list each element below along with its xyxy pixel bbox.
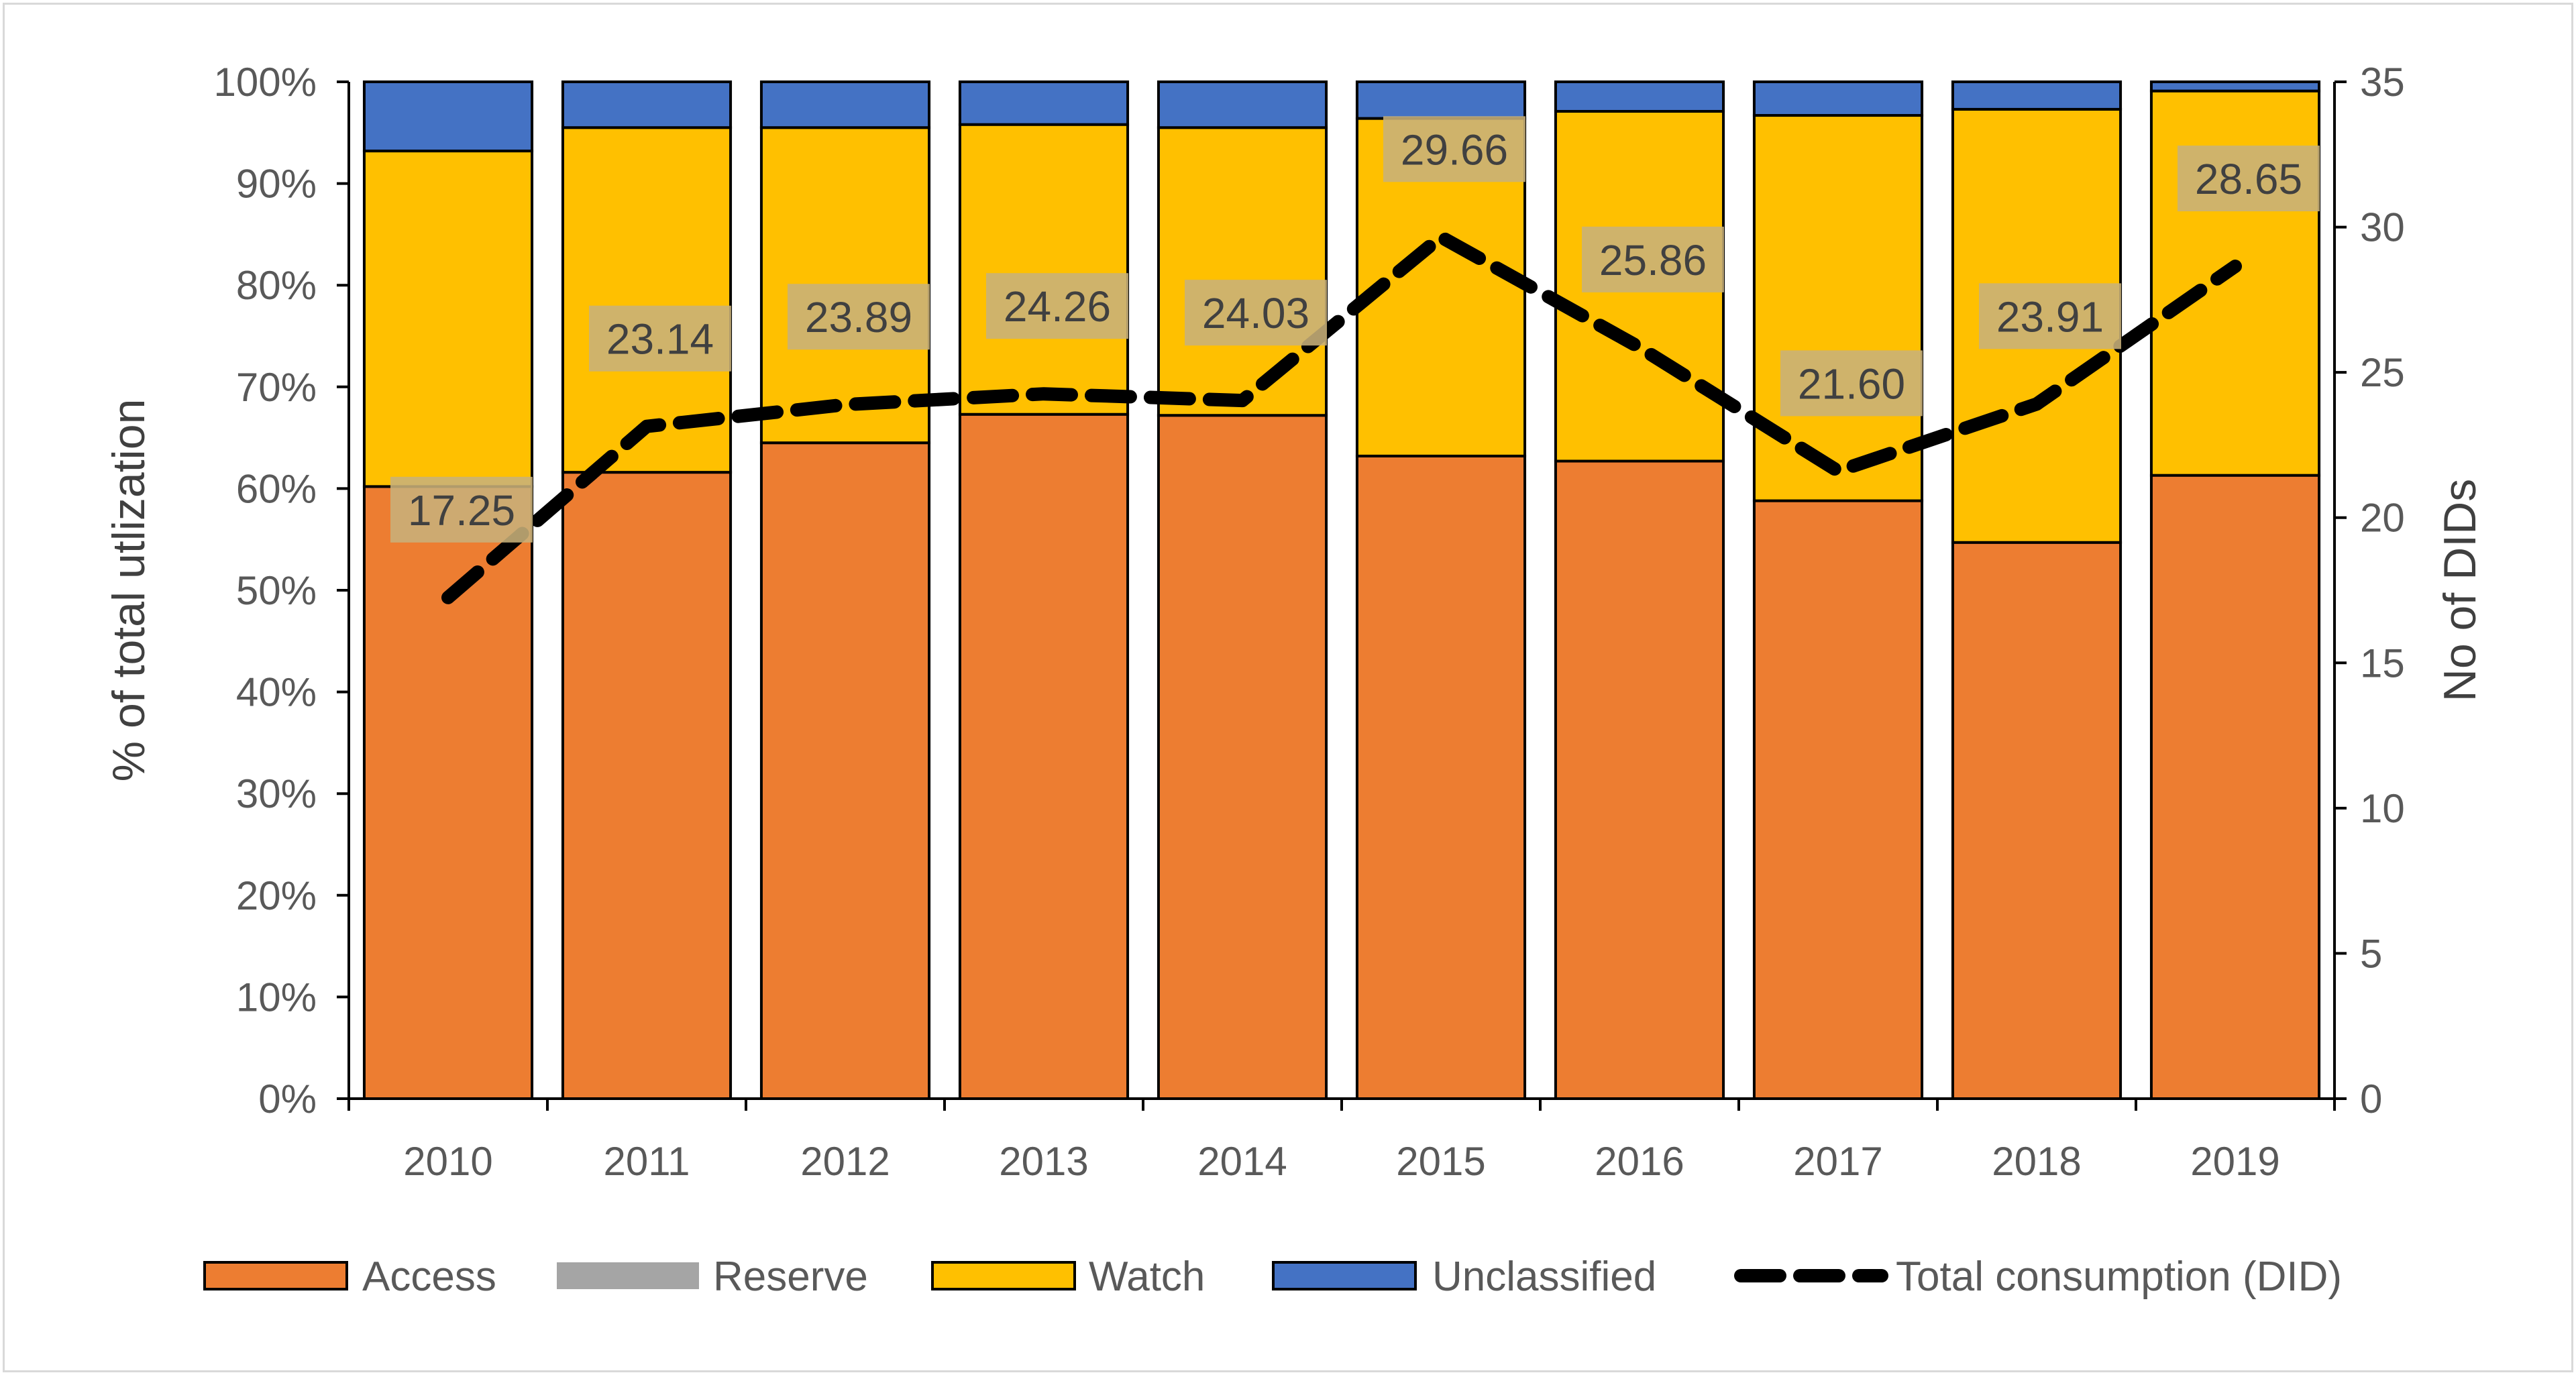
y-axis-right-title: No of DIDs	[2434, 479, 2485, 702]
y-left-tick-label: 10%	[236, 975, 317, 1020]
y-right-tick-label: 20	[2360, 496, 2405, 541]
y-right-tick-label: 5	[2360, 931, 2382, 976]
bar-watch-2014	[1157, 126, 1328, 417]
legend-swatch-access	[203, 1261, 348, 1290]
legend-label-access: Access	[362, 1254, 496, 1300]
x-tick-label-2017: 2017	[1793, 1139, 1882, 1184]
bar-access-2012	[759, 441, 931, 1100]
x-tick-label-2016: 2016	[1595, 1139, 1684, 1184]
bar-unclassified-2019	[2149, 80, 2321, 93]
bar-access-2018	[1951, 541, 2123, 1100]
data-label-2015: 29.66	[1401, 125, 1508, 174]
legend: Access Reserve Watch Unclassified Total cons…	[203, 1254, 2342, 1300]
x-tick-label-2015: 2015	[1396, 1139, 1485, 1184]
bar-watch-2010	[362, 150, 534, 488]
y-right-tick-label: 25	[2360, 350, 2405, 395]
x-tick-label-2014: 2014	[1197, 1139, 1287, 1184]
bar-access-2016	[1554, 459, 1725, 1100]
bar-unclassified-2014	[1157, 80, 1328, 129]
data-label-2019: 28.65	[2195, 155, 2302, 203]
bar-unclassified-2017	[1752, 80, 1924, 117]
y-left-tick-label: 100%	[214, 60, 317, 105]
x-tick-label-2013: 2013	[999, 1139, 1088, 1184]
bar-watch-2017	[1752, 114, 1924, 502]
data-label-box-2016	[1582, 226, 1724, 292]
y-right-tick-label: 35	[2360, 60, 2405, 105]
x-tick-label-2019: 2019	[2190, 1139, 2279, 1184]
data-label-box-2018	[1979, 283, 2121, 349]
bar-access-2017	[1752, 499, 1924, 1100]
y-right-tick-label: 30	[2360, 205, 2405, 250]
data-label-box-2015	[1383, 116, 1525, 182]
x-tick-label-2018: 2018	[1992, 1139, 2081, 1184]
y-left-tick-label: 30%	[236, 771, 317, 816]
legend-swatch-reserve	[557, 1262, 699, 1289]
y-left-tick-label: 50%	[236, 568, 317, 613]
y-right-tick-label: 10	[2360, 786, 2405, 831]
bar-access-2015	[1355, 454, 1527, 1100]
bar-access-2010	[362, 485, 534, 1100]
bar-unclassified-2011	[561, 80, 733, 129]
data-label-box-2012	[788, 284, 930, 350]
data-label-box-2017	[1780, 350, 1923, 417]
legend-label-reserve: Reserve	[713, 1254, 868, 1300]
y-left-tick-label: 90%	[236, 162, 317, 207]
axes-group: 0% 10% 20% 30% 40% 50% 60% 70% 80% 90% 100% 0 5 10 15 2…	[103, 60, 2485, 1184]
data-label-2014: 24.03	[1202, 289, 1309, 337]
bar-unclassified-2012	[759, 80, 931, 129]
data-label-2013: 24.26	[1004, 282, 1111, 331]
bar-access-2011	[561, 471, 733, 1100]
y-left-tick-label: 70%	[236, 365, 317, 410]
x-tick-label-2012: 2012	[800, 1139, 890, 1184]
data-label-2010: 17.25	[408, 486, 515, 535]
y-left-tick-label: 40%	[236, 670, 317, 715]
data-label-box-2011	[589, 305, 731, 372]
data-label-2011: 23.14	[606, 315, 714, 364]
y-left-tick-label: 60%	[236, 466, 317, 511]
bar-unclassified-2015	[1355, 80, 1527, 120]
bar-unclassified-2016	[1554, 80, 1725, 113]
y-left-tick-label: 20%	[236, 873, 317, 918]
y-axis-left-title: % of total utlization	[103, 399, 154, 782]
bar-access-2019	[2149, 474, 2321, 1100]
y-right-tick-label: 0	[2360, 1077, 2382, 1121]
data-label-box-2014	[1185, 280, 1327, 346]
bars-group	[362, 80, 2321, 1100]
line-group	[441, 230, 2242, 604]
bar-unclassified-2013	[958, 80, 1130, 126]
bar-access-2014	[1157, 414, 1328, 1100]
bar-watch-2013	[958, 123, 1130, 416]
x-tick-label-2011: 2011	[603, 1139, 690, 1184]
data-label-box-2010	[390, 476, 533, 543]
y-left-tick-label: 80%	[236, 263, 317, 308]
data-labels-group: 17.25 23.14 23.89 24.26 24.03 29.66 25.86 21.60…	[390, 116, 2320, 543]
data-label-box-2013	[986, 273, 1128, 339]
legend-swatch-watch	[931, 1261, 1076, 1290]
legend-swatch-unclassified	[1272, 1261, 1417, 1290]
data-label-2018: 23.91	[1996, 292, 2104, 341]
data-label-box-2019	[2178, 146, 2320, 212]
data-label-2017: 21.60	[1798, 360, 1905, 408]
data-label-2016: 25.86	[1599, 236, 1707, 284]
data-label-2012: 23.89	[805, 293, 912, 341]
legend-label-unclassified: Unclassified	[1432, 1254, 1656, 1300]
bar-unclassified-2018	[1951, 80, 2123, 111]
total-consumption-line	[441, 230, 2242, 604]
legend-label-watch: Watch	[1089, 1254, 1205, 1300]
y-right-tick-label: 15	[2360, 641, 2405, 685]
bar-unclassified-2010	[362, 80, 534, 153]
bar-access-2013	[958, 412, 1130, 1100]
y-left-tick-label: 0%	[258, 1077, 317, 1121]
legend-label-total-consumption-did: Total consumption (DID)	[1896, 1254, 2342, 1300]
x-tick-label-2010: 2010	[403, 1139, 492, 1184]
